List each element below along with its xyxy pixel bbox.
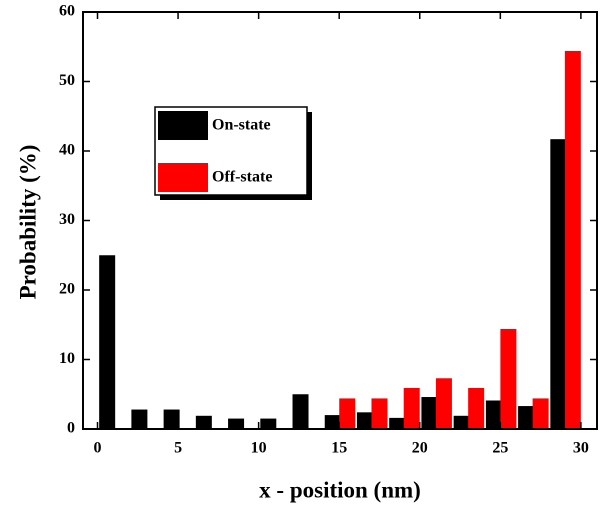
legend-swatch: [158, 111, 208, 140]
y-tick-label: 60: [59, 3, 75, 20]
x-tick-label: 10: [251, 440, 267, 457]
bar: [163, 409, 180, 429]
bar: [389, 417, 406, 429]
bar: [324, 415, 341, 429]
bar: [532, 398, 549, 429]
bar: [421, 397, 438, 429]
bar: [260, 418, 277, 429]
y-tick-label: 0: [67, 420, 75, 437]
x-tick-label: 30: [573, 440, 589, 457]
bar: [195, 415, 212, 429]
bar: [371, 398, 388, 429]
x-tick-label: 15: [331, 440, 347, 457]
y-tick-label: 20: [59, 281, 75, 298]
bar: [99, 255, 116, 429]
bar: [453, 415, 470, 429]
x-tick-label: 0: [94, 440, 102, 457]
bar: [500, 328, 517, 429]
bar: [435, 378, 452, 429]
bar: [550, 139, 567, 429]
bar: [564, 50, 581, 430]
legend-label: Off-state: [212, 169, 272, 186]
x-tick-label: 20: [412, 440, 428, 457]
x-tick-label: 5: [174, 440, 182, 457]
y-tick-label: 40: [59, 142, 75, 159]
y-tick-label: 30: [59, 211, 75, 228]
bar: [339, 398, 356, 429]
legend-label: On-state: [212, 117, 271, 134]
bar: [485, 400, 502, 429]
bar: [356, 412, 373, 429]
bar: [468, 387, 485, 429]
x-axis-title: x - position (nm): [259, 477, 421, 502]
bar: [403, 387, 420, 429]
y-axis-title: Probability (%): [15, 145, 40, 300]
bar: [518, 406, 535, 429]
y-tick-label: 10: [59, 350, 75, 367]
bar: [131, 409, 148, 429]
bar: [292, 394, 309, 429]
legend-swatch: [158, 163, 208, 192]
x-tick-label: 25: [492, 440, 508, 457]
bar: [228, 418, 245, 429]
y-tick-label: 50: [59, 72, 75, 89]
plot-frame: [82, 11, 598, 430]
